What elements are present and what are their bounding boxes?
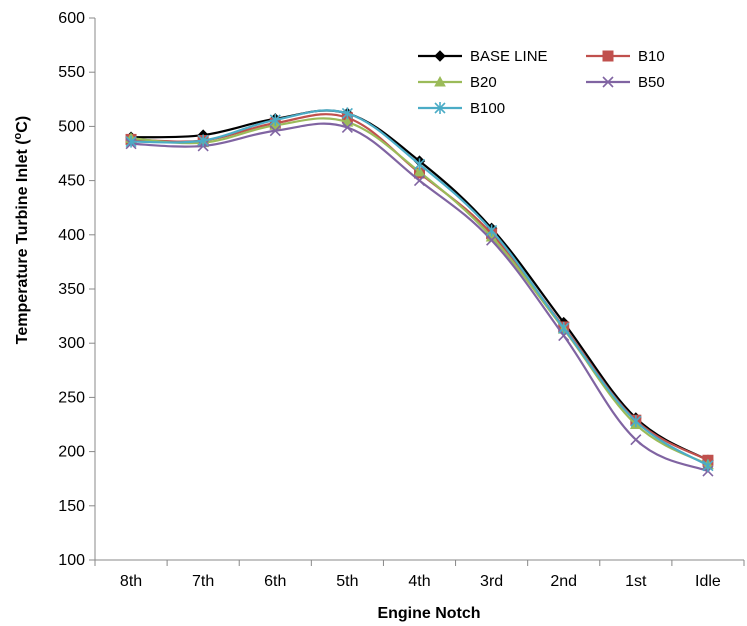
data-point — [630, 434, 642, 446]
x-tick-label: 6th — [264, 573, 286, 590]
legend-label: B10 — [638, 48, 665, 65]
x-tick-label: Idle — [695, 573, 721, 590]
x-tick-label: 7th — [192, 573, 214, 590]
y-tick-label: 400 — [58, 227, 85, 244]
data-point — [341, 121, 353, 134]
y-axis-title: Temperature Turbine Inlet (oC) — [12, 116, 31, 344]
data-point — [341, 107, 353, 120]
data-point — [630, 415, 642, 428]
legend-marker — [602, 50, 614, 62]
series-b100 — [125, 107, 714, 472]
legend-label: BASE LINE — [470, 48, 548, 65]
y-tick-label: 300 — [58, 335, 85, 352]
data-point — [558, 322, 570, 335]
y-tick-label: 500 — [58, 118, 85, 135]
data-point — [269, 125, 281, 137]
y-tick-label: 350 — [58, 281, 85, 298]
series-line — [131, 122, 709, 473]
x-axis-title: Engine Notch — [377, 605, 480, 622]
series-line — [131, 109, 709, 462]
x-tick-label: 5th — [336, 573, 358, 590]
data-point — [702, 459, 714, 472]
x-tick-label: 2nd — [550, 573, 577, 590]
legend-marker — [434, 75, 446, 87]
data-point — [197, 134, 209, 147]
legend-item: BASE LINE — [418, 48, 548, 65]
y-axis-title-suffix: C) — [14, 116, 31, 133]
legend-label: B20 — [470, 74, 497, 91]
y-tick-label: 250 — [58, 389, 85, 406]
axes-layer: 100 150 200 250 300 350 400 450 500 550 600 8th 7th 6… — [58, 10, 745, 590]
y-tick-label: 550 — [58, 64, 85, 81]
legend-item: B50 — [586, 74, 665, 91]
data-point — [413, 158, 426, 171]
x-tick-label: 1st — [625, 573, 647, 590]
x-tick-label: 3rd — [480, 573, 503, 590]
y-tick-label: 150 — [58, 498, 85, 515]
series-line — [130, 117, 709, 466]
y-axis-title-sup: o — [12, 132, 24, 139]
legend: BASE LINE B10 B20 B50 B100 — [418, 48, 665, 117]
data-point — [413, 165, 426, 177]
data-point — [269, 113, 281, 126]
y-axis-title-main: Temperature Turbine Inlet ( — [14, 139, 31, 344]
legend-marker — [602, 76, 614, 88]
y-tick-label: 100 — [58, 552, 85, 569]
legend-marker — [434, 50, 446, 62]
series-layer — [125, 107, 714, 477]
x-tick-label: 4th — [408, 573, 430, 590]
legend-marker — [434, 102, 446, 114]
y-tick-label: 600 — [58, 10, 85, 27]
legend-item: B100 — [418, 100, 505, 117]
legend-label: B100 — [470, 100, 505, 117]
y-tick-label: 450 — [58, 173, 85, 190]
legend-item: B10 — [586, 48, 665, 65]
data-point — [341, 116, 354, 127]
legend-item: B20 — [418, 74, 497, 91]
data-point — [486, 224, 498, 237]
series-line — [131, 109, 709, 467]
data-point — [486, 234, 498, 246]
x-tick-label: 8th — [120, 573, 142, 590]
data-point — [413, 175, 426, 187]
y-tick-label: 200 — [58, 444, 85, 461]
data-point — [125, 135, 137, 148]
legend-label: B50 — [638, 74, 665, 91]
